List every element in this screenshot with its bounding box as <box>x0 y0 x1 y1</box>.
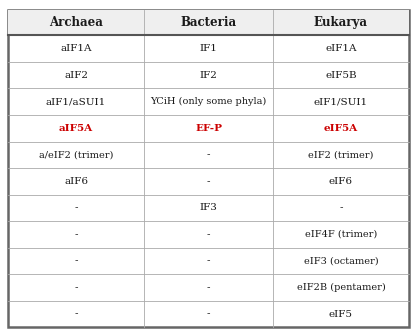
Text: -: - <box>339 203 343 212</box>
Text: eIF4F (trimer): eIF4F (trimer) <box>305 230 377 239</box>
Text: aIF5A: aIF5A <box>59 124 93 133</box>
Text: -: - <box>74 230 78 239</box>
Text: eIF1/SUI1: eIF1/SUI1 <box>314 97 368 106</box>
Text: eIF5A: eIF5A <box>324 124 358 133</box>
Text: -: - <box>207 283 210 292</box>
Text: aIF2: aIF2 <box>64 71 88 80</box>
Text: -: - <box>207 310 210 319</box>
Text: eIF3 (octamer): eIF3 (octamer) <box>304 257 378 266</box>
Text: eIF5: eIF5 <box>329 310 353 319</box>
Text: -: - <box>207 177 210 186</box>
Text: eIF2B (pentamer): eIF2B (pentamer) <box>296 283 385 292</box>
Text: aIF1/aSUI1: aIF1/aSUI1 <box>46 97 106 106</box>
Text: eIF1A: eIF1A <box>325 44 357 53</box>
Text: -: - <box>74 283 78 292</box>
Text: EF-P: EF-P <box>195 124 222 133</box>
Text: eIF6: eIF6 <box>329 177 353 186</box>
Text: IF1: IF1 <box>200 44 217 53</box>
Text: IF2: IF2 <box>200 71 217 80</box>
Text: -: - <box>207 257 210 266</box>
Text: -: - <box>74 203 78 212</box>
Text: -: - <box>207 230 210 239</box>
Text: eIF2 (trimer): eIF2 (trimer) <box>308 150 374 159</box>
Text: eIF5B: eIF5B <box>325 71 357 80</box>
Text: -: - <box>207 150 210 159</box>
Text: aIF6: aIF6 <box>64 177 88 186</box>
Text: Bacteria: Bacteria <box>181 16 236 29</box>
Text: a/eIF2 (trimer): a/eIF2 (trimer) <box>39 150 113 159</box>
Text: Archaea: Archaea <box>49 16 103 29</box>
Text: IF3: IF3 <box>200 203 217 212</box>
Text: Eukarya: Eukarya <box>314 16 368 29</box>
Text: -: - <box>74 310 78 319</box>
Text: aIF1A: aIF1A <box>60 44 92 53</box>
Text: YCiH (only some phyla): YCiH (only some phyla) <box>151 97 266 106</box>
Text: -: - <box>74 257 78 266</box>
Bar <box>8 10 409 35</box>
